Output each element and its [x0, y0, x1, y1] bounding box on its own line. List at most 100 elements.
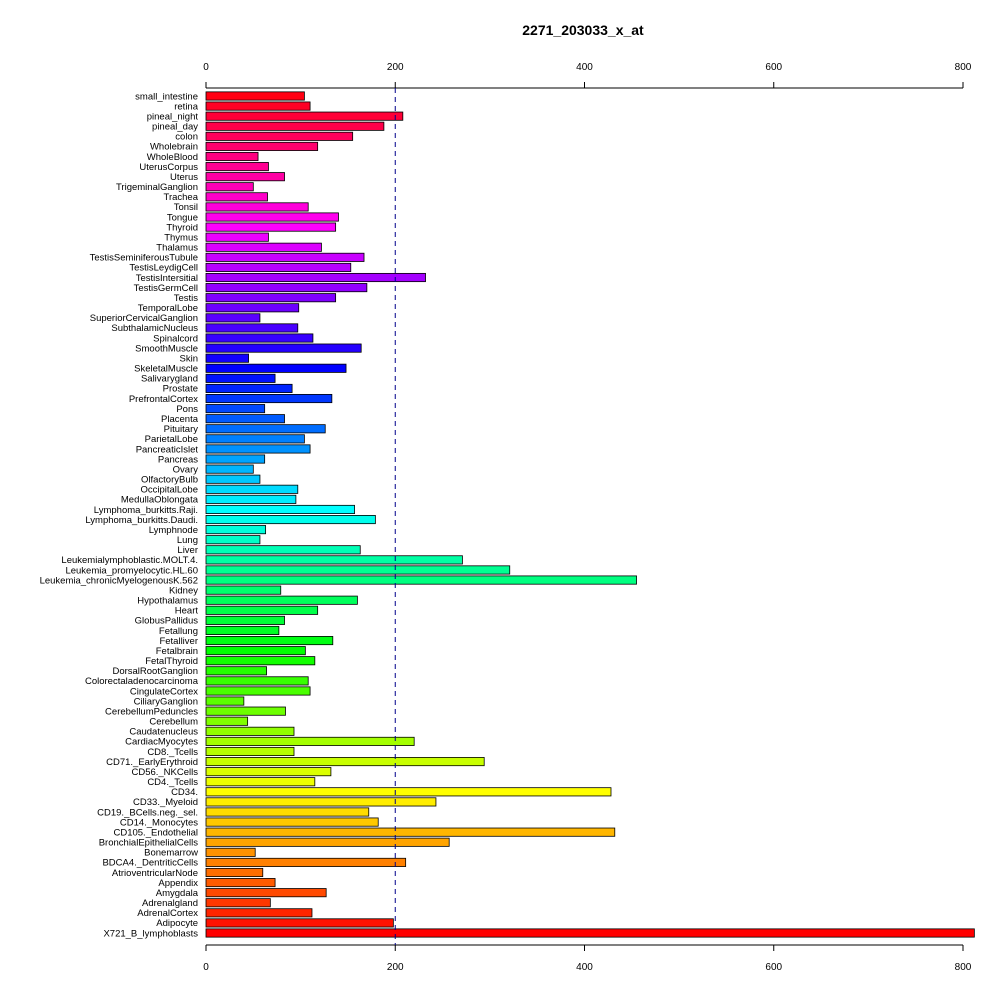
category-label: Leukemialymphoblastic.MOLT.4.	[61, 555, 198, 566]
category-label: CingulateCortex	[130, 686, 198, 697]
bar	[205, 676, 309, 686]
category-label: Tonsil	[174, 202, 198, 213]
bar	[205, 353, 249, 363]
bar	[205, 777, 316, 787]
bar	[205, 212, 339, 222]
bar	[205, 746, 295, 757]
bar	[205, 222, 337, 232]
bar	[205, 182, 254, 192]
bar	[205, 827, 616, 837]
category-label: CD34.	[171, 787, 198, 798]
tick-label: 400	[576, 962, 593, 973]
category-label: TestisGermCell	[134, 283, 198, 294]
category-label: BDCA4._DentriticCells	[102, 858, 198, 869]
category-label: FetalThyroid	[145, 656, 198, 667]
category-label: SkeletalMuscle	[134, 364, 198, 375]
category-label: Bonemarrow	[144, 848, 198, 859]
bar	[205, 404, 266, 414]
category-label: CiliaryGanglion	[134, 696, 198, 707]
bar	[205, 716, 249, 726]
bar	[205, 434, 305, 444]
bar	[205, 686, 311, 696]
category-label: CD14._Monocytes	[120, 817, 198, 828]
category-label: BronchialEpithelialCells	[99, 838, 199, 849]
category-label: Thymus	[164, 232, 198, 243]
category-label: MedullaOblongata	[121, 495, 199, 506]
bar	[205, 878, 276, 888]
tick-label: 800	[955, 62, 972, 73]
bar	[205, 141, 319, 151]
category-label: GlobusPallidus	[135, 616, 199, 627]
category-label: TemporalLobe	[138, 303, 198, 314]
bar	[205, 121, 385, 131]
bar	[205, 232, 269, 242]
category-label: Lymphoma_burkitts.Daudi.	[85, 515, 198, 526]
category-label: Pons	[176, 404, 198, 415]
category-label: AtrioventricularNode	[112, 868, 198, 879]
category-label: Wholebrain	[150, 142, 198, 153]
tick-label: 0	[203, 62, 209, 73]
category-label: CD56._NKCells	[131, 767, 198, 778]
bar	[205, 605, 319, 615]
bar	[205, 565, 511, 575]
tick-label: 200	[387, 62, 404, 73]
category-label: Leukemia_promyelocytic.HL.60	[65, 565, 198, 576]
bottom-axis: 0 200 400 600 800	[203, 944, 972, 973]
bar	[205, 393, 333, 404]
bar	[205, 867, 264, 878]
category-label: CD105._Endothelial	[113, 827, 198, 838]
category-label: Liver	[177, 545, 198, 556]
category-label: Lymphnode	[149, 525, 198, 536]
bar	[205, 797, 437, 807]
category-label: X721_B_lymphoblasts	[103, 928, 198, 939]
category-label: TestisIntersitial	[136, 273, 198, 284]
bar	[205, 424, 326, 434]
bar	[205, 343, 362, 353]
category-label: Thalamus	[156, 243, 198, 254]
bar	[205, 928, 975, 938]
category-label: Adrenalgland	[142, 898, 198, 909]
category-label: PrefrontalCortex	[129, 394, 198, 405]
bar	[205, 131, 354, 141]
category-label: Skin	[180, 353, 198, 364]
bar	[205, 807, 370, 817]
bar	[205, 313, 261, 323]
category-label: CD19._BCells.neg._sel.	[97, 807, 198, 818]
bar	[205, 484, 299, 494]
category-label: OlfactoryBulb	[141, 475, 198, 486]
category-label: retina	[174, 101, 198, 112]
bar	[205, 757, 485, 767]
category-label: WholeBlood	[147, 152, 198, 163]
tick-label: 600	[765, 62, 782, 73]
category-label: CD4._Tcells	[147, 777, 198, 788]
category-label: Colorectaladenocarcinoma	[85, 676, 199, 687]
category-label: Caudatenucleus	[129, 727, 198, 738]
bar	[205, 636, 334, 646]
category-label: SubthalamicNucleus	[111, 323, 198, 334]
bar	[205, 464, 254, 474]
category-label: Lymphoma_burkitts.Raji.	[94, 505, 198, 516]
category-label: Pancreas	[158, 454, 198, 465]
category-label: CD8._Tcells	[147, 747, 198, 758]
tick-label: 400	[576, 62, 593, 73]
category-label: CardiacMyocytes	[125, 737, 198, 748]
bar	[205, 817, 379, 827]
bar	[205, 172, 285, 182]
category-label: Fetalbrain	[156, 646, 198, 657]
category-label: Leukemia_chronicMyelogenousK.562	[40, 575, 198, 586]
category-label: pineal_day	[152, 122, 198, 133]
bar	[205, 162, 269, 172]
bar	[205, 242, 322, 252]
category-label: Pituitary	[164, 424, 199, 435]
bar	[205, 101, 311, 111]
bar	[205, 91, 305, 101]
category-label: Heart	[175, 606, 199, 617]
bar	[205, 585, 282, 595]
bar	[205, 787, 612, 797]
bar	[205, 383, 293, 393]
bar	[205, 262, 352, 272]
category-label: PancreaticIslet	[136, 444, 199, 455]
bar	[205, 545, 361, 555]
bar	[205, 888, 327, 898]
